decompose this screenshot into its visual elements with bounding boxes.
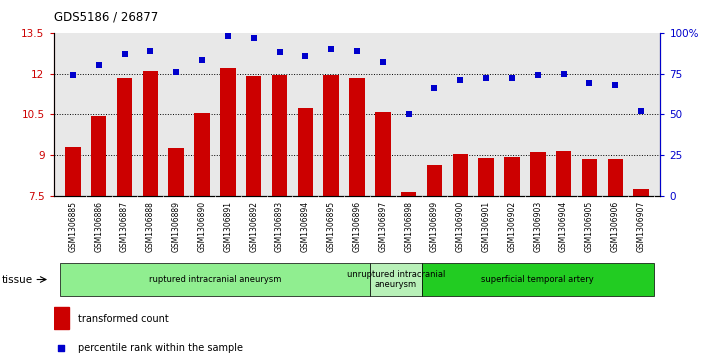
Text: GSM1306893: GSM1306893 [275, 201, 284, 252]
Bar [323, 75, 339, 196]
Text: GSM1306887: GSM1306887 [120, 201, 129, 252]
Point [248, 35, 259, 41]
Point [403, 111, 414, 117]
Bar [633, 189, 649, 196]
Point [377, 59, 388, 65]
Text: GSM1306904: GSM1306904 [559, 201, 568, 252]
Point [481, 76, 492, 81]
Bar [220, 68, 236, 196]
Bar [272, 75, 287, 196]
Bar [246, 76, 261, 196]
Text: percentile rank within the sample: percentile rank within the sample [78, 343, 243, 352]
Point [610, 82, 621, 88]
Bar [421, 263, 654, 296]
Text: GSM1306901: GSM1306901 [482, 201, 491, 252]
Text: GSM1306899: GSM1306899 [430, 201, 439, 252]
Bar [117, 78, 132, 196]
Text: GSM1306890: GSM1306890 [198, 201, 206, 252]
Point [56, 345, 67, 351]
Point [635, 108, 647, 114]
Point [351, 48, 363, 54]
Text: GSM1306895: GSM1306895 [327, 201, 336, 252]
Text: GSM1306894: GSM1306894 [301, 201, 310, 252]
Bar [453, 154, 468, 196]
Bar [91, 116, 106, 196]
Text: GSM1306903: GSM1306903 [533, 201, 542, 252]
Bar [194, 113, 210, 196]
Bar [349, 78, 365, 196]
Bar [298, 107, 313, 196]
Point [273, 49, 285, 55]
Point [145, 48, 156, 54]
Text: GSM1306900: GSM1306900 [456, 201, 465, 252]
Text: superficial temporal artery: superficial temporal artery [481, 275, 594, 284]
Bar [169, 148, 184, 196]
Point [222, 33, 233, 39]
Point [67, 72, 79, 78]
Bar [401, 192, 416, 196]
Point [455, 77, 466, 83]
Text: transformed count: transformed count [78, 314, 169, 323]
Bar [375, 112, 391, 196]
Text: GSM1306902: GSM1306902 [508, 201, 516, 252]
Point [196, 57, 208, 63]
Text: GSM1306889: GSM1306889 [172, 201, 181, 252]
Text: GDS5186 / 26877: GDS5186 / 26877 [54, 11, 158, 24]
Bar [530, 152, 545, 196]
Point [326, 46, 337, 52]
Text: GSM1306891: GSM1306891 [223, 201, 232, 252]
Text: GSM1306885: GSM1306885 [69, 201, 77, 252]
Point [506, 76, 518, 81]
Text: GSM1306888: GSM1306888 [146, 201, 155, 252]
Point [558, 70, 569, 77]
Bar [478, 158, 494, 196]
Text: unruptured intracranial
aneurysm: unruptured intracranial aneurysm [346, 270, 445, 289]
Text: GSM1306905: GSM1306905 [585, 201, 594, 252]
Text: ruptured intracranial aneurysm: ruptured intracranial aneurysm [149, 275, 281, 284]
Bar [582, 159, 597, 196]
Bar [65, 147, 81, 196]
Point [119, 51, 130, 57]
Text: GSM1306892: GSM1306892 [249, 201, 258, 252]
Text: GSM1306896: GSM1306896 [353, 201, 361, 252]
Point [93, 62, 104, 68]
Bar [370, 263, 421, 296]
Bar [427, 165, 442, 196]
Text: tissue: tissue [2, 274, 34, 285]
Text: GSM1306886: GSM1306886 [94, 201, 104, 252]
Bar [556, 151, 571, 196]
Text: GSM1306897: GSM1306897 [378, 201, 387, 252]
Bar [54, 307, 69, 329]
Text: GSM1306907: GSM1306907 [637, 201, 645, 252]
Text: GSM1306898: GSM1306898 [404, 201, 413, 252]
Bar [504, 156, 520, 196]
Point [171, 69, 182, 75]
Point [429, 85, 441, 91]
Point [584, 80, 595, 86]
Bar [608, 159, 623, 196]
Point [532, 72, 543, 78]
Bar [60, 263, 370, 296]
Bar [143, 71, 158, 196]
Text: GSM1306906: GSM1306906 [610, 201, 620, 252]
Point [300, 53, 311, 58]
